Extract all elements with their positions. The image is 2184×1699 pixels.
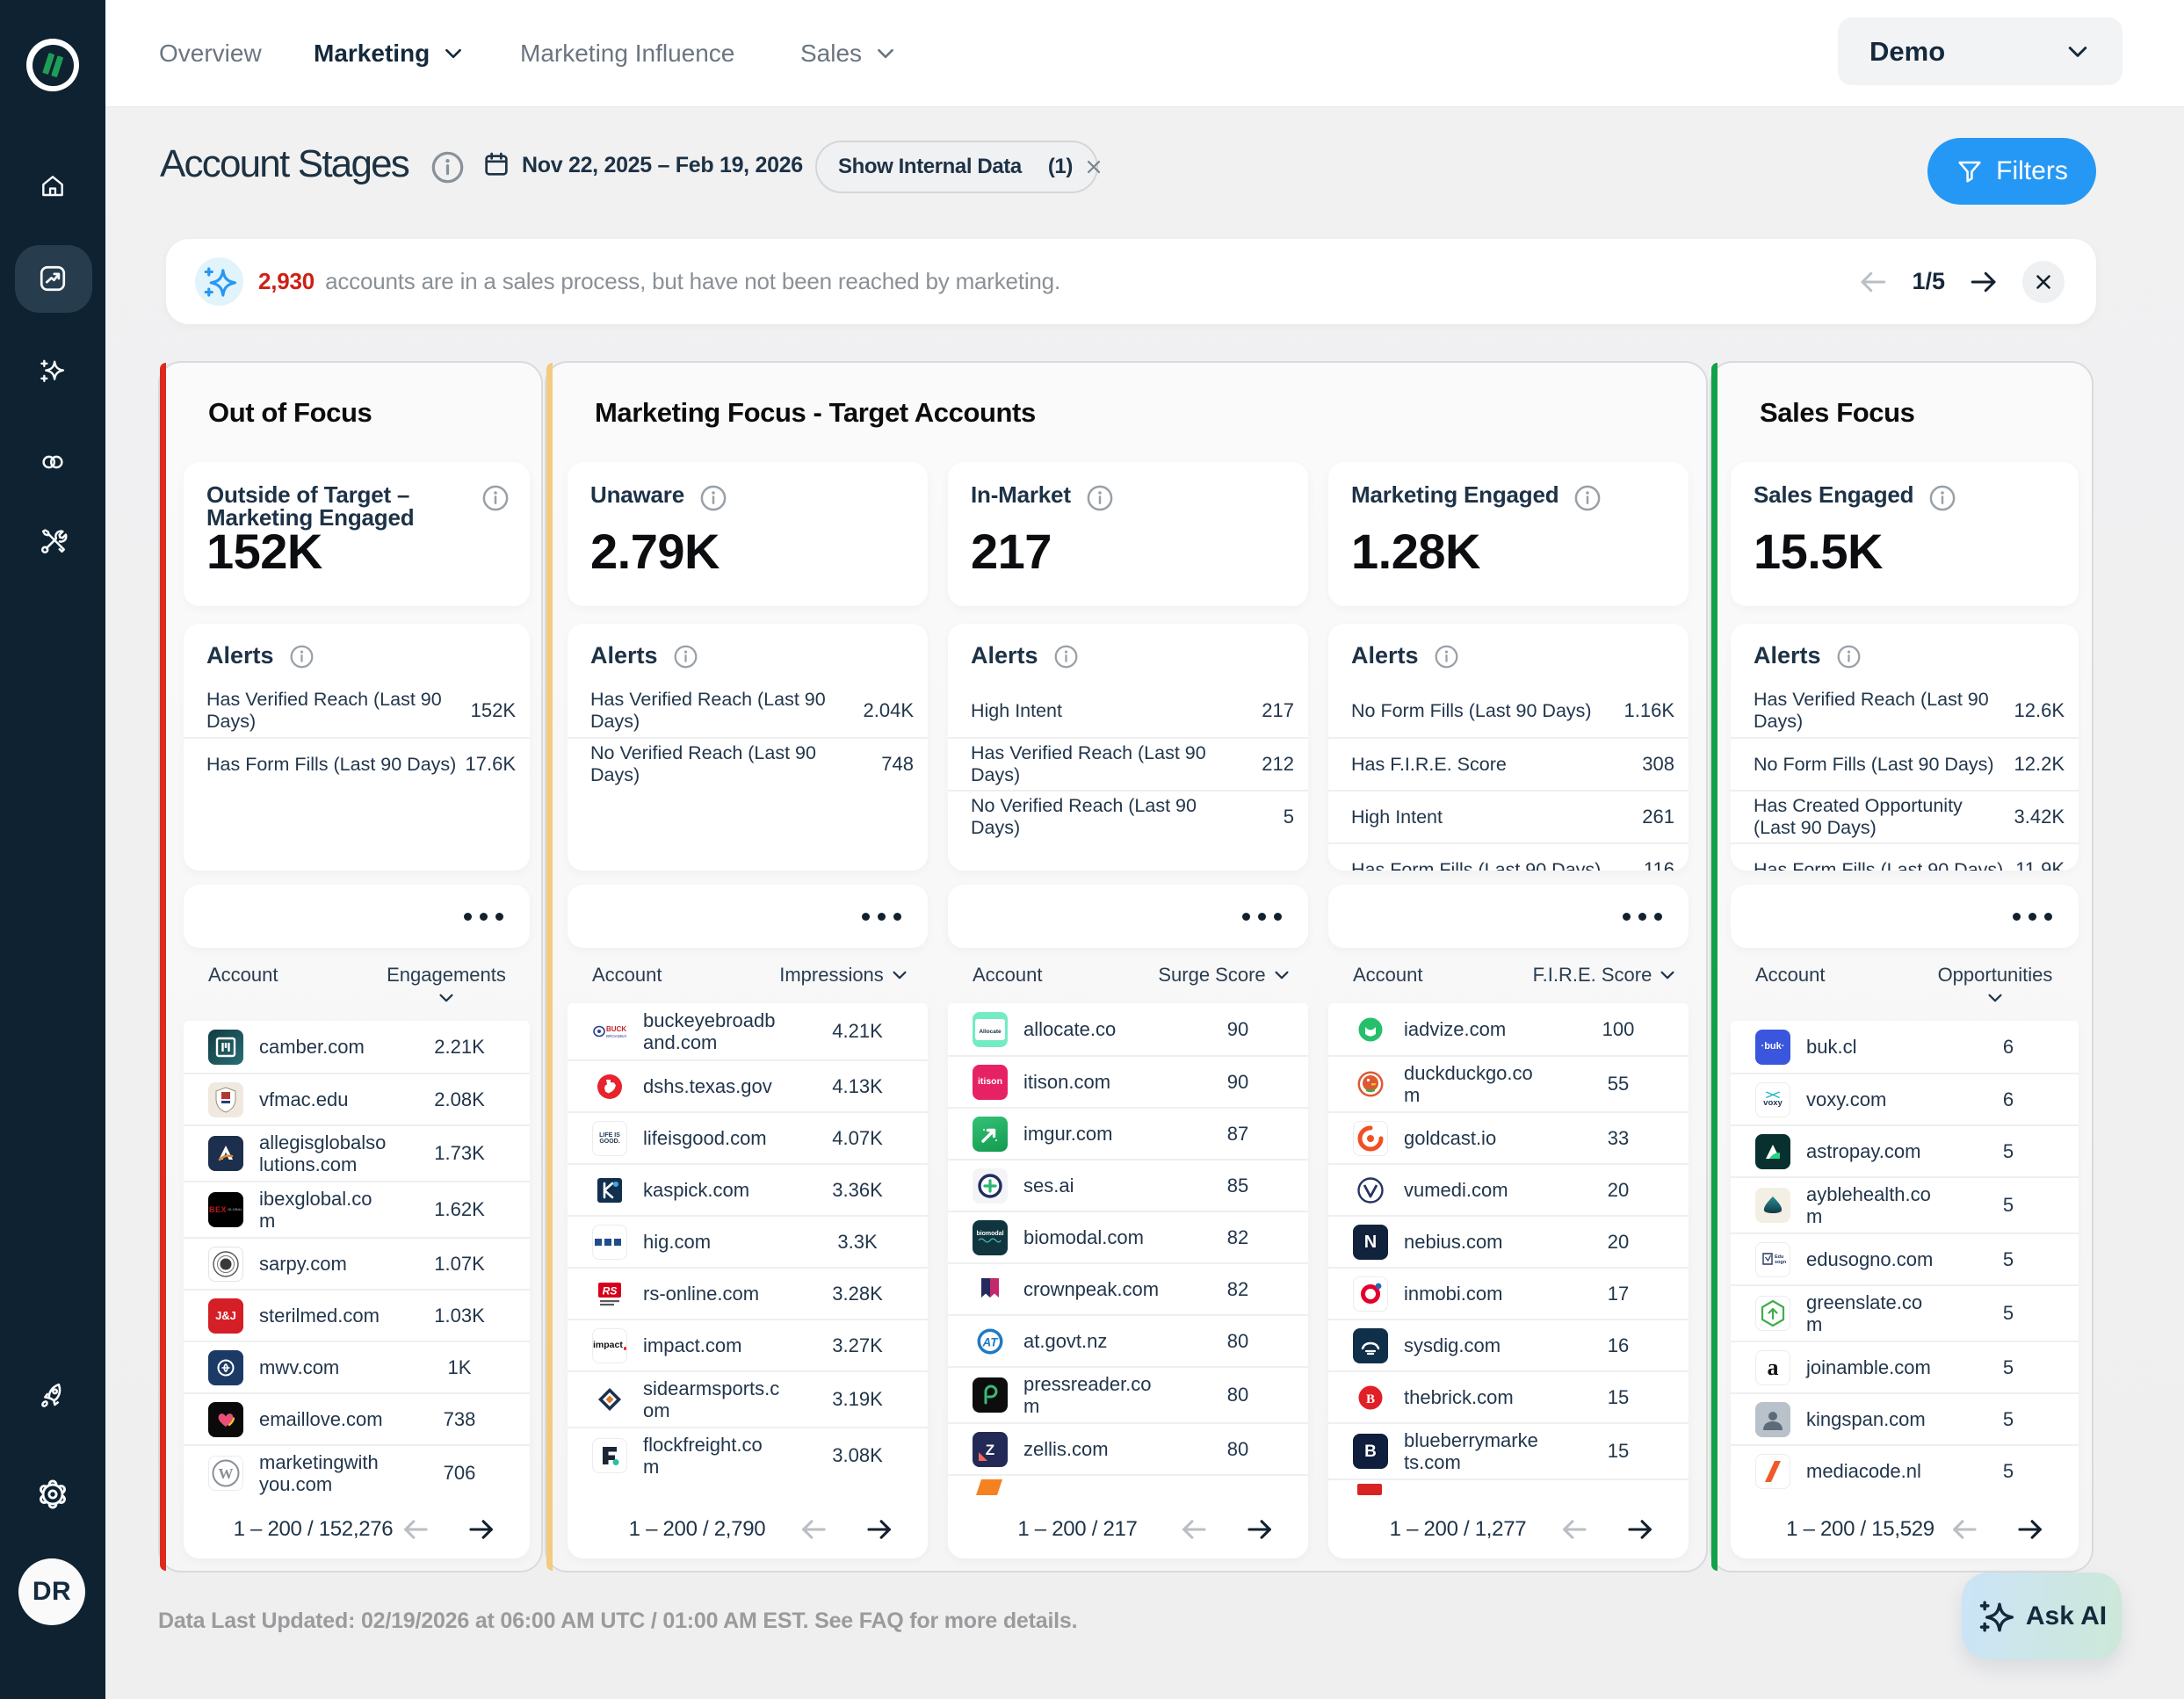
svg-text:W: W bbox=[219, 1465, 234, 1482]
svg-text:BROADBAND: BROADBAND bbox=[606, 1034, 626, 1038]
svg-text:B: B bbox=[1366, 1392, 1375, 1406]
svg-text:AT: AT bbox=[982, 1335, 1000, 1348]
svg-text:Edu: Edu bbox=[1775, 1254, 1783, 1260]
svg-text:Z: Z bbox=[986, 1442, 994, 1458]
svg-text:BUCKEYE: BUCKEYE bbox=[606, 1025, 626, 1033]
svg-text:sogno: sogno bbox=[1775, 1260, 1786, 1265]
svg-text:RS: RS bbox=[603, 1284, 618, 1297]
